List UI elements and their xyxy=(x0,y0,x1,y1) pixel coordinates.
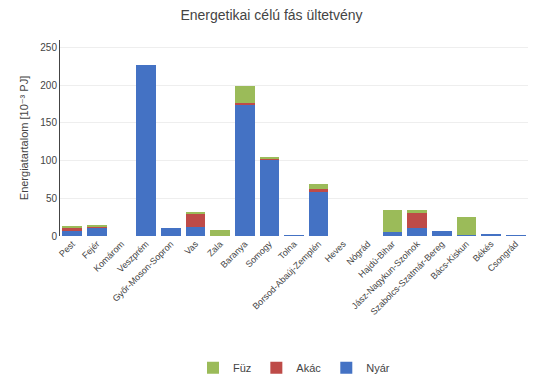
svg-text:Borsod-Abaúj-Zemplén: Borsod-Abaúj-Zemplén xyxy=(251,239,324,312)
svg-text:Jász-Nagykun-Szolnok: Jász-Nagykun-Szolnok xyxy=(350,239,423,312)
svg-text:Hajdú-Bihar: Hajdú-Bihar xyxy=(356,239,397,280)
svg-text:Energetikai célú fás ültetvény: Energetikai célú fás ültetvény xyxy=(180,7,362,23)
svg-text:Veszprém: Veszprém xyxy=(115,239,150,274)
svg-text:250: 250 xyxy=(40,42,57,53)
svg-text:Energiatartalom [10⁻³ PJ]: Energiatartalom [10⁻³ PJ] xyxy=(18,76,30,200)
svg-text:Csongrád: Csongrád xyxy=(486,239,521,274)
svg-text:Somogy: Somogy xyxy=(244,239,275,270)
svg-text:Békés: Békés xyxy=(471,239,496,264)
svg-text:Vas: Vas xyxy=(182,239,200,257)
svg-text:Tolna: Tolna xyxy=(276,239,298,261)
svg-text:Füz: Füz xyxy=(233,362,251,374)
svg-text:200: 200 xyxy=(40,80,57,91)
svg-text:Akác: Akác xyxy=(296,362,321,374)
svg-text:Bács-Kiskun: Bács-Kiskun xyxy=(429,239,471,281)
svg-text:Győr-Moson-Sopron: Győr-Moson-Sopron xyxy=(111,239,176,304)
svg-text:Nyár: Nyár xyxy=(366,362,390,374)
svg-text:Szabolcs-Szatmár-Bereg: Szabolcs-Szatmár-Bereg xyxy=(369,239,447,317)
svg-text:100: 100 xyxy=(40,155,57,166)
svg-text:Komárom: Komárom xyxy=(92,239,127,274)
svg-text:Pest: Pest xyxy=(57,239,77,259)
svg-text:Nógrád: Nógrád xyxy=(345,239,373,267)
svg-text:0: 0 xyxy=(51,231,57,242)
svg-text:Heves: Heves xyxy=(323,239,348,264)
svg-text:Zala: Zala xyxy=(205,239,224,258)
svg-text:Fejér: Fejér xyxy=(80,239,102,261)
svg-text:150: 150 xyxy=(40,117,57,128)
svg-text:Baranya: Baranya xyxy=(219,239,250,270)
svg-text:50: 50 xyxy=(46,193,58,204)
